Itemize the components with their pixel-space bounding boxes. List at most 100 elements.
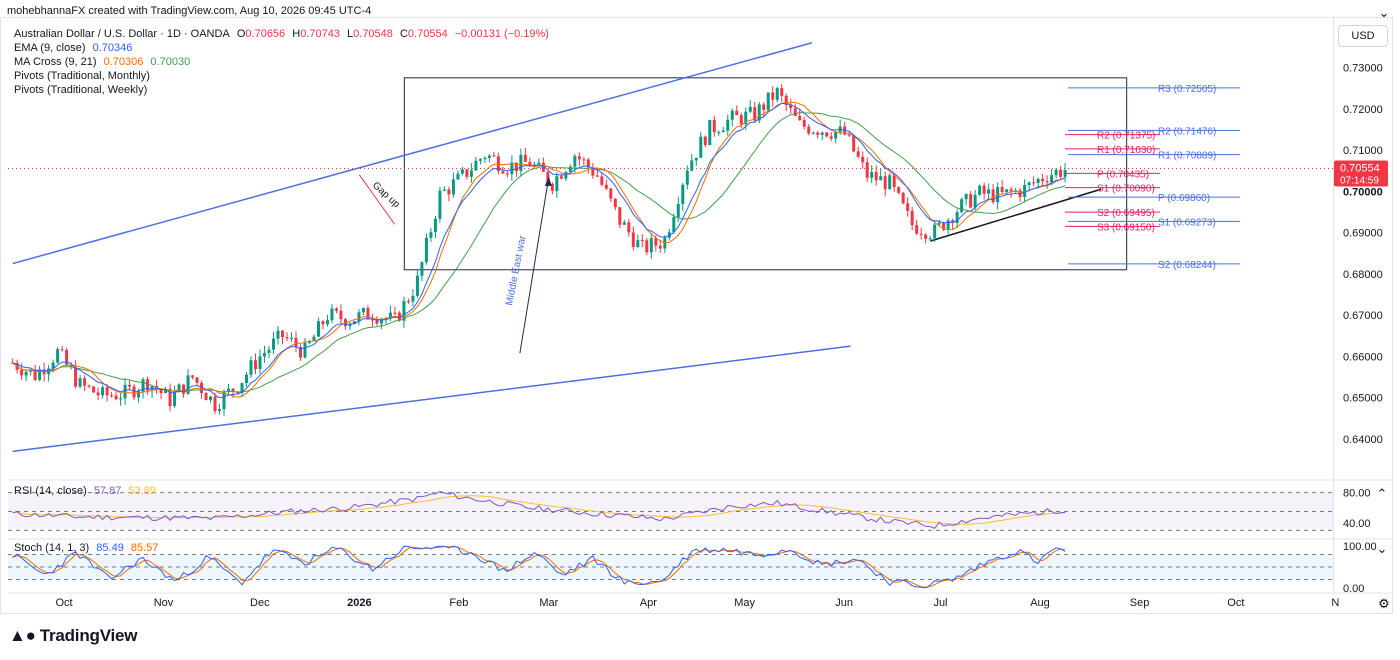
candle-body bbox=[528, 161, 532, 167]
candle-body bbox=[451, 179, 455, 195]
candle-body bbox=[271, 338, 275, 350]
candle-body bbox=[816, 132, 820, 135]
candle-body bbox=[937, 222, 941, 225]
pane-collapse-icon[interactable]: ⌃ bbox=[1376, 486, 1388, 501]
ma-slow-line bbox=[12, 112, 1066, 393]
candle-body bbox=[640, 240, 644, 242]
symbol-name: Australian Dollar / U.S. Dollar · 1D · O… bbox=[14, 28, 230, 40]
rsi-legend[interactable]: RSI (14, close) 57.87 53.89 bbox=[14, 485, 160, 497]
candle-body bbox=[1050, 175, 1054, 183]
pivots-weekly-legend[interactable]: Pivots (Traditional, Weekly) bbox=[14, 84, 148, 96]
candle-body bbox=[964, 194, 968, 200]
candle-body bbox=[829, 136, 833, 139]
symbol-legend[interactable]: Australian Dollar / U.S. Dollar · 1D · O… bbox=[14, 28, 553, 40]
candle-body bbox=[227, 388, 231, 392]
candle-body bbox=[717, 132, 721, 134]
stoch-legend[interactable]: Stoch (14, 1, 3) 85.49 85.57 bbox=[14, 542, 162, 554]
candle-body bbox=[888, 175, 892, 190]
candle-body bbox=[969, 194, 973, 208]
candle-body bbox=[928, 238, 932, 240]
candle-body bbox=[573, 156, 577, 167]
gap-annotation: Gap up bbox=[370, 180, 402, 210]
candle-body bbox=[105, 387, 109, 396]
candle-body bbox=[366, 308, 370, 320]
candle-body bbox=[128, 384, 132, 387]
candle-body bbox=[186, 375, 190, 394]
candle-body bbox=[600, 176, 604, 185]
candle-body bbox=[307, 341, 311, 343]
pivot-weekly-label: P (0.70435) bbox=[1097, 169, 1149, 180]
candle-body bbox=[492, 155, 496, 157]
x-tick-label: Nov bbox=[154, 597, 174, 609]
y-tick-label: 0.71000 bbox=[1343, 145, 1383, 157]
candle-body bbox=[442, 189, 446, 191]
candle-body bbox=[757, 104, 761, 121]
candle-body bbox=[294, 337, 298, 347]
stoch-lower-label: 0.00 bbox=[1343, 583, 1364, 595]
candle-body bbox=[730, 110, 734, 120]
candle-body bbox=[424, 237, 428, 263]
currency-button[interactable]: USD bbox=[1338, 25, 1388, 47]
candle-body bbox=[245, 374, 249, 384]
candle-body bbox=[510, 162, 514, 175]
candle-body bbox=[29, 369, 33, 372]
x-tick-label: Sep bbox=[1130, 597, 1150, 609]
ma-fast-line bbox=[12, 101, 1066, 398]
candle-body bbox=[685, 170, 689, 185]
candle-body bbox=[897, 187, 901, 193]
ma-cross-legend[interactable]: MA Cross (9, 21) 0.70306 0.70030 bbox=[14, 56, 194, 68]
candle-body bbox=[978, 185, 982, 195]
candle-body bbox=[753, 107, 757, 121]
candle-body bbox=[604, 184, 608, 189]
candle-body bbox=[1005, 189, 1009, 193]
candle-body bbox=[83, 378, 87, 386]
stoch-d-value: 85.57 bbox=[130, 542, 159, 554]
candle-body bbox=[209, 396, 213, 401]
candle-body bbox=[982, 185, 986, 194]
pivots-monthly-legend[interactable]: Pivots (Traditional, Monthly) bbox=[14, 70, 150, 82]
candle-body bbox=[289, 337, 293, 339]
stoch-band bbox=[8, 554, 1333, 580]
candle-body bbox=[865, 162, 869, 178]
candle-body bbox=[744, 111, 748, 125]
candle-body bbox=[267, 349, 271, 353]
settings-icon[interactable]: ⚙ bbox=[1378, 596, 1390, 611]
channel-lower-line bbox=[12, 345, 851, 453]
tradingview-logo[interactable]: ▲● TradingView bbox=[9, 626, 138, 645]
candle-body bbox=[690, 160, 694, 171]
candle-body bbox=[784, 95, 788, 106]
candle-body bbox=[1054, 169, 1058, 176]
ema-line bbox=[12, 102, 1066, 399]
candle-body bbox=[658, 245, 662, 249]
pivot-monthly-label: R2 (0.71476) bbox=[1158, 126, 1216, 137]
pane-expand-icon[interactable]: ⌄ bbox=[1376, 541, 1388, 556]
candle-body bbox=[298, 346, 302, 358]
candle-body bbox=[146, 379, 150, 391]
y-tick-label: 0.67000 bbox=[1343, 310, 1383, 322]
candle-body bbox=[874, 172, 878, 181]
x-tick-label: Oct bbox=[55, 597, 72, 609]
candle-body bbox=[56, 349, 60, 363]
ohlc-high: H0.70743 bbox=[292, 28, 340, 40]
candle-body bbox=[119, 398, 123, 400]
candle-body bbox=[1032, 182, 1036, 184]
candle-body bbox=[537, 162, 541, 165]
candle-body bbox=[60, 349, 64, 351]
candle-body bbox=[856, 151, 860, 157]
uptrend-line bbox=[930, 188, 1102, 242]
rsi-label: RSI (14, close) bbox=[14, 485, 87, 497]
candle-body bbox=[595, 175, 599, 177]
candle-body bbox=[312, 336, 316, 342]
ema-legend[interactable]: EMA (9, close) 0.70346 bbox=[14, 42, 136, 54]
chart-attribution: mohebhannaFX created with TradingView.co… bbox=[7, 5, 372, 17]
candle-body bbox=[762, 104, 766, 111]
ohlc-open: O0.70656 bbox=[236, 28, 286, 40]
candle-body bbox=[987, 189, 991, 194]
candle-body bbox=[222, 391, 226, 410]
candle-body bbox=[92, 386, 96, 393]
candle-body bbox=[541, 162, 545, 172]
pivot-monthly-label: R1 (0.70889) bbox=[1158, 151, 1216, 162]
candle-body bbox=[618, 207, 622, 225]
chevron-down-icon[interactable]: ⌄ bbox=[1378, 5, 1390, 20]
